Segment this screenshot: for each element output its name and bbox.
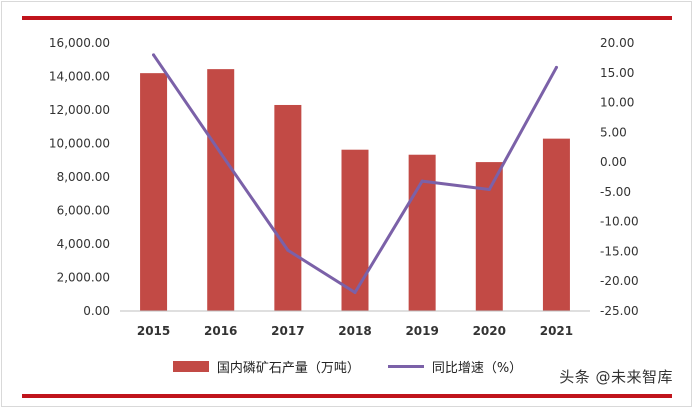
right-axis-tick-label: -15.00 (600, 244, 639, 258)
growth-point-2020 (487, 188, 491, 192)
right-axis-tick-label: 20.00 (600, 36, 634, 50)
right-axis-tick-label: 0.00 (600, 155, 627, 169)
right-axis-tick-label: -25.00 (600, 304, 639, 318)
left-axis-tick-label: 4,000.00 (57, 237, 110, 251)
legend-bar-label: 国内磷矿石产量（万吨） (216, 360, 360, 376)
left-axis-tick-label: 0.00 (83, 304, 110, 318)
legend-line-swatch (387, 364, 424, 368)
growth-point-2018 (353, 291, 357, 295)
x-axis-tick-label: 2018 (338, 324, 371, 338)
bar-2020 (475, 162, 503, 311)
left-axis-tick-label: 16,000.00 (49, 36, 110, 50)
x-axis-tick-label: 2016 (204, 324, 237, 338)
legend-bar-swatch (172, 360, 209, 372)
right-axis-tick-label: 5.00 (600, 125, 627, 139)
left-axis-tick-label: 10,000.00 (49, 137, 110, 151)
growth-point-2021 (554, 65, 558, 69)
x-axis-tick-label: 2019 (405, 324, 438, 338)
left-axis-tick-label: 6,000.00 (57, 204, 110, 218)
growth-point-2019 (420, 179, 424, 183)
x-axis-tick-label: 2021 (540, 324, 573, 338)
left-axis-tick-label: 2,000.00 (57, 271, 110, 285)
bar-2016 (207, 69, 235, 311)
bar-2017 (274, 104, 302, 311)
chart-legend: 国内磷矿石产量（万吨） 同比增速（%） (0, 354, 695, 378)
right-axis-tick-label: 10.00 (600, 96, 634, 110)
watermark-text: 头条 @未来智库 (559, 368, 673, 386)
bar-2019 (408, 154, 436, 311)
legend-item-line: 同比增速（%） (387, 357, 523, 376)
growth-point-2017 (286, 248, 290, 252)
left-axis-tick-label: 8,000.00 (57, 170, 110, 184)
bar-2021 (542, 138, 570, 311)
bottom-red-rule (22, 394, 672, 398)
left-axis-tick-label: 14,000.00 (49, 70, 110, 84)
right-axis-tick-label: 15.00 (600, 66, 634, 80)
x-axis-tick-label: 2015 (137, 324, 170, 338)
top-red-rule (22, 16, 672, 20)
x-axis-tick-label: 2020 (473, 324, 506, 338)
bar-2018 (341, 149, 369, 311)
growth-point-2016 (219, 151, 223, 155)
legend-line-label: 同比增速（%） (431, 360, 523, 376)
right-axis-tick-label: -20.00 (600, 274, 639, 288)
legend-item-bar: 国内磷矿石产量（万吨） (172, 357, 360, 376)
right-axis-tick-label: -10.00 (600, 215, 639, 229)
x-axis-tick-label: 2017 (271, 324, 304, 338)
right-axis-tick-label: -5.00 (600, 185, 631, 199)
growth-point-2015 (152, 53, 156, 57)
left-axis-tick-label: 12,000.00 (49, 103, 110, 117)
bar-2015 (140, 73, 168, 312)
